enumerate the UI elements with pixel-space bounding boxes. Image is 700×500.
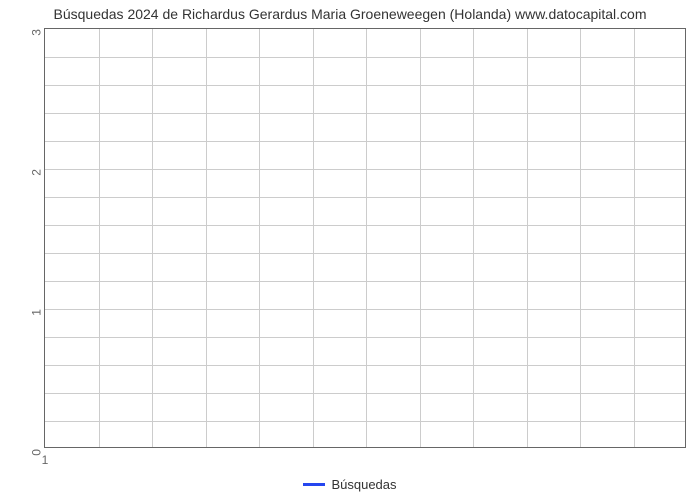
gridline-vertical [313,29,314,447]
gridline-vertical [206,29,207,447]
gridline-horizontal [45,57,685,58]
gridline-vertical [634,29,635,447]
x-tick-label: 1 [42,453,49,467]
chart-container: Búsquedas 2024 de Richardus Gerardus Mar… [0,0,700,500]
chart-title: Búsquedas 2024 de Richardus Gerardus Mar… [0,6,700,22]
y-tick-label: 2 [30,169,44,176]
gridline-vertical [527,29,528,447]
gridline-vertical [259,29,260,447]
y-tick-label: 1 [30,309,44,316]
gridline-horizontal [45,225,685,226]
y-tick-label: 3 [30,29,44,36]
legend: Búsquedas [0,476,700,492]
gridline-vertical [99,29,100,447]
plot-area: 01231 [44,28,686,448]
gridline-horizontal [45,253,685,254]
gridline-horizontal [45,337,685,338]
gridline-horizontal [45,85,685,86]
legend-swatch [303,483,325,486]
gridline-horizontal [45,141,685,142]
gridline-horizontal [45,113,685,114]
gridline-vertical [420,29,421,447]
gridline-horizontal [45,421,685,422]
gridline-horizontal [45,197,685,198]
gridline-vertical [152,29,153,447]
gridline-horizontal [45,169,685,170]
gridline-horizontal [45,309,685,310]
legend-label: Búsquedas [331,477,396,492]
gridline-vertical [366,29,367,447]
gridline-horizontal [45,281,685,282]
gridline-horizontal [45,365,685,366]
gridline-horizontal [45,393,685,394]
gridline-vertical [580,29,581,447]
gridline-vertical [473,29,474,447]
